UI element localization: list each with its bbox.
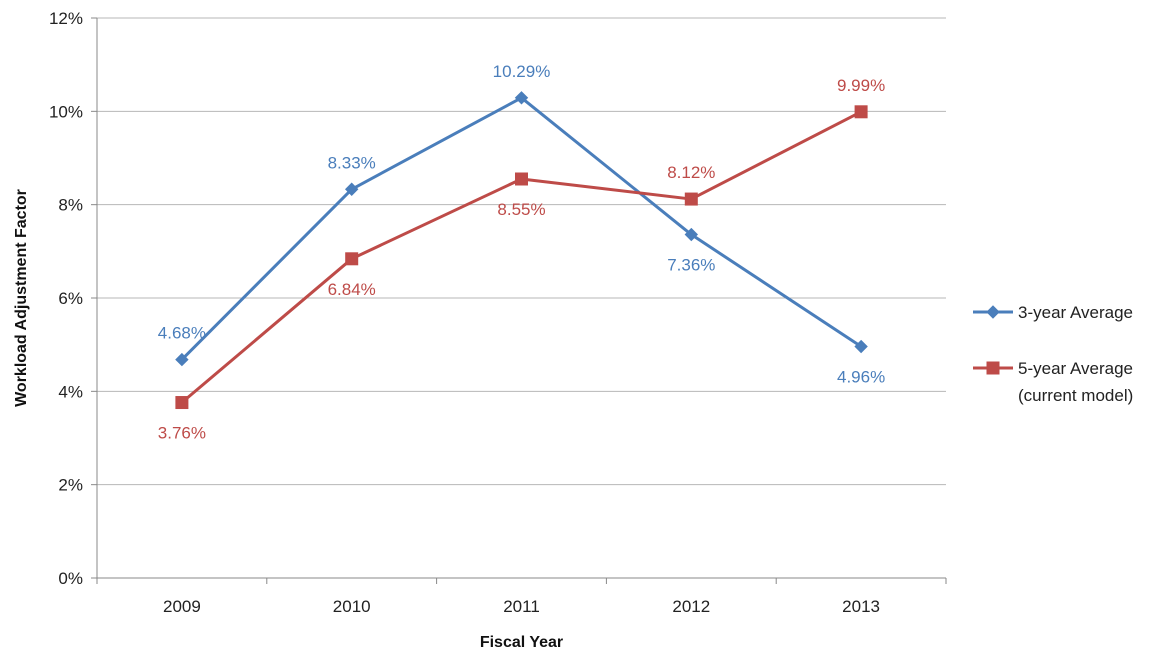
data-label: 8.55% [497, 200, 545, 219]
legend-label: 3-year Average [1018, 303, 1133, 322]
data-point [514, 91, 529, 105]
gridlines [91, 17, 947, 584]
y-tick-label: 2% [58, 476, 83, 495]
data-label: 4.96% [837, 368, 885, 387]
data-point [854, 339, 868, 354]
data-label: 4.68% [158, 324, 206, 343]
y-axis-title: Workload Adjustment Factor [13, 189, 30, 407]
x-tick-labels: 2009 2010 2011 2012 2013 [163, 597, 880, 616]
x-tick-label: 2013 [842, 597, 880, 616]
legend-label: 5-year Average [1018, 359, 1133, 378]
data-label: 6.84% [328, 280, 376, 299]
data-label: 10.29% [493, 62, 551, 81]
data-point [345, 252, 359, 266]
x-tick-label: 2010 [333, 597, 371, 616]
legend-marker [986, 305, 1000, 319]
legend: 3-year Average 5-year Average (current mod… [973, 303, 1133, 405]
axes [96, 18, 946, 579]
x-tick-label: 2011 [503, 597, 540, 616]
data-point [684, 192, 698, 206]
y-tick-label: 12% [49, 9, 83, 28]
legend-label: (current model) [1018, 386, 1133, 405]
y-tick-label: 8% [58, 196, 83, 215]
y-tick-label: 4% [58, 382, 83, 401]
data-point [175, 352, 189, 367]
data-point [344, 182, 359, 196]
data-point [175, 396, 189, 410]
y-tick-label: 0% [58, 569, 83, 588]
series-line [180, 96, 862, 361]
data-label: 9.99% [837, 76, 885, 95]
x-axis-title: Fiscal Year [480, 634, 563, 651]
data-label: 3.76% [158, 424, 206, 443]
legend-marker [986, 361, 1000, 375]
data-label: 8.33% [328, 153, 376, 172]
data-point [684, 227, 699, 242]
y-tick-labels: 0% 2% 4% 6% 8% 10% 12% [49, 9, 83, 588]
data-point [515, 172, 528, 186]
x-tick-label: 2012 [672, 597, 710, 616]
data-label: 8.12% [667, 163, 715, 182]
y-tick-label: 6% [58, 289, 83, 308]
series-group [175, 91, 868, 410]
x-tick-label: 2009 [163, 597, 201, 616]
data-labels: 4.68% 8.33% 10.29% 7.36% 4.96% 3.76% 6.84% 8.55… [158, 62, 885, 443]
data-label: 7.36% [667, 256, 715, 275]
data-point [854, 105, 868, 119]
y-tick-label: 10% [49, 102, 83, 121]
